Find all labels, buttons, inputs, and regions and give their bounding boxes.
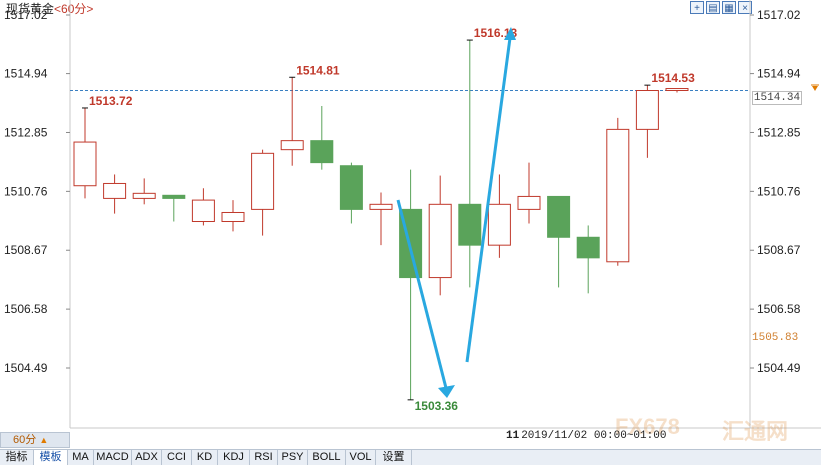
candle-body-19 xyxy=(635,90,659,130)
candle-body-2 xyxy=(132,192,156,199)
y-tick-label-right-4: 1508.67 xyxy=(757,243,801,257)
watermark-huitong: 汇通网 xyxy=(722,419,789,444)
tab-4[interactable]: ADX xyxy=(132,450,162,465)
candle-body-8 xyxy=(310,140,334,164)
candle-body-13 xyxy=(458,203,482,246)
candle-body-0 xyxy=(73,141,97,187)
tab-12[interactable]: 设置 xyxy=(376,450,412,465)
chart-title: 现货黄金<60分> xyxy=(6,0,93,17)
split-icon[interactable]: ▦ xyxy=(722,1,736,14)
watermark-fx678: FX678 xyxy=(615,414,680,439)
tab-10[interactable]: BOLL xyxy=(308,450,346,465)
candle-body-18 xyxy=(606,128,630,263)
tab-0[interactable]: 指标 xyxy=(0,450,34,465)
tab-3[interactable]: MACD xyxy=(94,450,132,465)
arrow-up-head xyxy=(504,27,516,40)
candle-body-3 xyxy=(162,194,186,199)
tab-5[interactable]: CCI xyxy=(162,450,192,465)
period-selector[interactable]: 60分 ▲ xyxy=(0,432,70,448)
y-tick-label-left-3: 1510.76 xyxy=(4,184,48,198)
tab-7[interactable]: KDJ xyxy=(218,450,250,465)
candle-body-16 xyxy=(547,195,571,238)
y-tick-label-left-0: 1517.02 xyxy=(4,8,48,22)
candle-body-17 xyxy=(576,236,600,259)
y-tick-label-right-0: 1517.02 xyxy=(757,8,801,22)
period-label: 60分 xyxy=(13,434,37,446)
annotation-label-4: 1514.53 xyxy=(651,71,695,85)
period-subtitle: <60分> xyxy=(54,2,94,16)
y-tick-label-left-1: 1514.94 xyxy=(4,67,48,81)
y-tick-label-right-6: 1504.49 xyxy=(757,361,801,375)
candle-body-9 xyxy=(339,165,363,210)
candle-body-6 xyxy=(251,152,275,210)
annotation-label-1: 1514.81 xyxy=(296,63,340,77)
tab-9[interactable]: PSY xyxy=(278,450,308,465)
tab-6[interactable]: KD xyxy=(192,450,218,465)
add-icon[interactable]: + xyxy=(690,1,704,14)
y-tick-label-right-5: 1506.58 xyxy=(757,302,801,316)
candle-body-7 xyxy=(280,140,304,151)
time-info: 11 2019/11/02 00:00~01:00 xyxy=(506,430,666,442)
bar-count: 11 xyxy=(506,430,520,442)
current-price-label: 1514.34 xyxy=(752,91,802,105)
layout-icon[interactable]: ▤ xyxy=(706,1,720,14)
annotation-label-0: 1513.72 xyxy=(89,94,133,108)
time-range: 2019/11/02 00:00~01:00 xyxy=(521,430,667,442)
candle-body-1 xyxy=(103,182,127,199)
arrow-down-head xyxy=(438,385,455,398)
y-tick-label-left-5: 1506.58 xyxy=(4,302,48,316)
tab-11[interactable]: VOL xyxy=(346,450,376,465)
candle-body-4 xyxy=(191,199,215,223)
close-icon[interactable]: × xyxy=(738,1,752,14)
dropdown-arrow-icon: ▲ xyxy=(39,435,49,445)
candle-body-14 xyxy=(487,203,511,246)
annotation-label-2: 1503.36 xyxy=(415,399,459,413)
price-marker-label: 1505.83 xyxy=(752,332,799,344)
arrow-down-line xyxy=(396,199,448,389)
candle-body-15 xyxy=(517,195,541,210)
indicator-tab-bar: 指标 模板 MA MACD ADX CCI KD KDJ RSI PSY BOLL VOL 设置 xyxy=(0,449,821,465)
candle-body-20 xyxy=(665,88,689,92)
candle-body-5 xyxy=(221,211,245,223)
y-tick-label-right-3: 1510.76 xyxy=(757,184,801,198)
tab-2[interactable]: MA xyxy=(68,450,94,465)
tab-1[interactable]: 模板 xyxy=(34,450,68,465)
y-tick-label-right-1: 1514.94 xyxy=(757,67,801,81)
instrument-name: 现货黄金 xyxy=(6,2,55,16)
y-tick-label-left-2: 1512.85 xyxy=(4,125,48,139)
y-tick-label-right-2: 1512.85 xyxy=(757,125,801,139)
y-tick-label-left-4: 1508.67 xyxy=(4,243,48,257)
candle-body-12 xyxy=(428,203,452,279)
arrow-up-line xyxy=(465,37,512,363)
y-tick-label-left-6: 1504.49 xyxy=(4,361,48,375)
tab-8[interactable]: RSI xyxy=(250,450,278,465)
scroll-down-icon xyxy=(812,86,818,91)
candle-body-10 xyxy=(369,203,393,210)
